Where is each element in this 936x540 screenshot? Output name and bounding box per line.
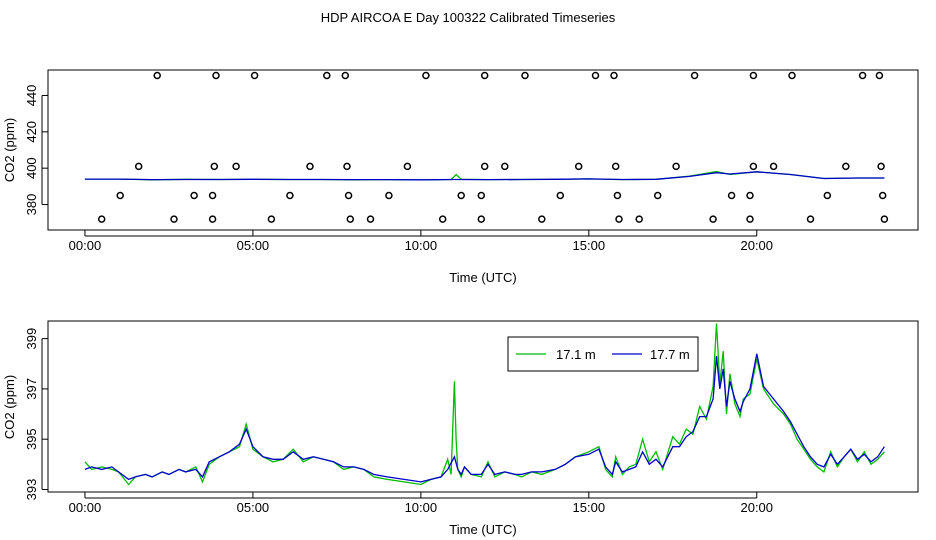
- scatter-point: [610, 71, 618, 80]
- scatter-point: [769, 162, 778, 171]
- scatter-point: [477, 215, 486, 223]
- y-tick-label: 380: [24, 194, 39, 216]
- scatter-point: [653, 191, 662, 200]
- x-tick-label: 20:00: [740, 238, 773, 253]
- y-tick-label: 399: [24, 328, 39, 350]
- scatter-point: [346, 215, 355, 223]
- scatter-point: [457, 191, 465, 200]
- scatter-point: [611, 162, 620, 171]
- scatter-point: [190, 191, 198, 200]
- x-tick-label: 10:00: [405, 238, 438, 253]
- scatter-point: [116, 191, 124, 200]
- x-tick-label: 15:00: [573, 500, 606, 515]
- series-line-blue: [84, 353, 885, 483]
- legend-label-1: 17.1 m: [556, 347, 596, 362]
- scatter-point: [635, 215, 643, 223]
- x-tick-label: 05:00: [237, 238, 270, 253]
- scatter-point: [267, 215, 276, 223]
- scatter-point: [501, 162, 509, 171]
- legend-label-2: 17.7 m: [650, 347, 690, 362]
- scatter-point: [341, 71, 350, 80]
- scatter-point: [438, 215, 447, 223]
- top-panel: Time (UTC) CO2 (ppm) 00:00 05:00 10:00 15:0…: [2, 69, 919, 285]
- scatter-point: [746, 191, 754, 200]
- scatter-point: [709, 215, 717, 223]
- y-tick-label: 420: [24, 121, 39, 143]
- x-tick-label: 15:00: [573, 238, 606, 253]
- scatter-point: [170, 215, 178, 223]
- scatter-point: [232, 162, 240, 171]
- y-tick-label: 397: [24, 378, 39, 400]
- scatter-point: [746, 215, 754, 223]
- series-line-green: [84, 323, 885, 486]
- top-plot-frame: [47, 69, 919, 231]
- scatter-point: [878, 191, 887, 200]
- scatter-point: [521, 71, 529, 80]
- scatter-point: [613, 191, 622, 200]
- legend: 17.1 m 17.7 m: [507, 336, 699, 372]
- top-ylabel: CO2 (ppm): [2, 118, 17, 182]
- y-tick-label: 395: [24, 428, 39, 450]
- scatter-point: [574, 162, 583, 171]
- scatter-point: [556, 191, 565, 200]
- scatter-point: [615, 215, 623, 223]
- scatter-point: [749, 162, 758, 171]
- scatter-point: [212, 71, 220, 80]
- y-tick-label: 393: [24, 479, 39, 501]
- scatter-point: [403, 162, 412, 171]
- scatter-point: [208, 191, 217, 200]
- x-tick-label: 00:00: [69, 238, 102, 253]
- scatter-point: [877, 162, 885, 171]
- scatter-point: [385, 191, 393, 200]
- top-xlabel: Time (UTC): [449, 270, 516, 285]
- y-tick-label: 400: [24, 157, 39, 179]
- scatter-point: [749, 71, 758, 80]
- scatter-point: [538, 215, 546, 223]
- scatter-point: [788, 71, 796, 80]
- bottom-xlabel: Time (UTC): [449, 522, 516, 537]
- series-line-blue: [84, 171, 885, 181]
- scatter-point: [727, 191, 736, 200]
- scatter-point: [690, 71, 699, 80]
- scatter-point: [591, 71, 600, 80]
- scatter-point: [343, 162, 351, 171]
- bottom-ylabel: CO2 (ppm): [2, 375, 17, 439]
- scatter-point: [672, 162, 680, 171]
- scatter-point: [306, 162, 314, 171]
- scatter-point: [823, 191, 832, 200]
- scatter-point: [153, 71, 161, 80]
- scatter-point: [480, 71, 489, 80]
- bottom-panel: Time (UTC) CO2 (ppm) 00:00 05:00 10:00 15:0…: [2, 320, 919, 537]
- bottom-plot-frame: [47, 320, 919, 493]
- x-tick-label: 00:00: [69, 500, 102, 515]
- x-tick-label: 10:00: [405, 500, 438, 515]
- scatter-point: [250, 71, 259, 80]
- scatter-point: [842, 162, 850, 171]
- scatter-point: [366, 215, 375, 223]
- scatter-point: [880, 215, 889, 223]
- x-tick-label: 20:00: [740, 500, 773, 515]
- scatter-point: [858, 71, 867, 80]
- scatter-point: [134, 162, 143, 171]
- scatter-point: [480, 162, 489, 171]
- chart-title: HDP AIRCOA E Day 100322 Calibrated Times…: [321, 10, 616, 25]
- scatter-point: [210, 162, 219, 171]
- x-tick-label: 05:00: [237, 500, 270, 515]
- scatter-point: [477, 191, 486, 200]
- scatter-point: [97, 215, 106, 223]
- scatter-point: [323, 71, 331, 80]
- scatter-point: [208, 215, 217, 223]
- scatter-point: [422, 71, 430, 80]
- scatter-point: [344, 191, 353, 200]
- scatter-point: [806, 215, 815, 223]
- scatter-point: [286, 191, 294, 200]
- y-tick-label: 440: [24, 85, 39, 107]
- scatter-point: [875, 71, 884, 80]
